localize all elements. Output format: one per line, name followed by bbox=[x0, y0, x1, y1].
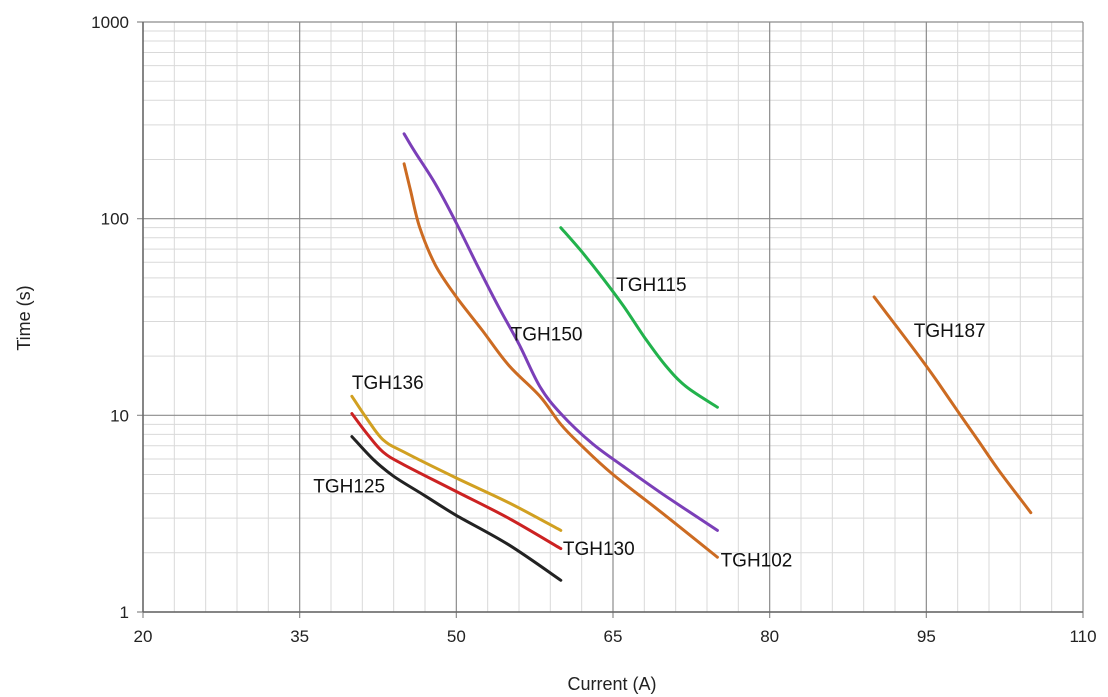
series-annotations: TGH115 TGH150 TGH187 TGH136 TGH125 TGH130 TGH1… bbox=[313, 275, 985, 572]
major-grid bbox=[137, 21, 1084, 618]
series-label-tgh187: TGH187 bbox=[914, 321, 986, 342]
x-tick-label: 95 bbox=[917, 627, 936, 646]
series-line-tgh187 bbox=[872, 295, 1033, 515]
y-tick-label: 1000 bbox=[91, 13, 129, 32]
series-label-tgh125: TGH125 bbox=[313, 477, 385, 498]
y-tick-label: 10 bbox=[110, 406, 129, 425]
x-tick-label: 110 bbox=[1069, 627, 1096, 646]
y-axis-title: Time (s) bbox=[14, 285, 34, 350]
series-line-tgh130 bbox=[350, 412, 563, 551]
series-label-tgh115: TGH115 bbox=[616, 275, 686, 296]
series-line-tgh136 bbox=[350, 394, 563, 532]
series-line-tgh125 bbox=[350, 435, 563, 582]
series-lines bbox=[350, 132, 1033, 582]
y-tick-label: 100 bbox=[101, 210, 129, 229]
series-label-tgh136: TGH136 bbox=[352, 373, 424, 394]
x-tick-label: 80 bbox=[760, 627, 779, 646]
x-tick-label: 35 bbox=[290, 627, 309, 646]
x-tick-label: 65 bbox=[604, 627, 623, 646]
y-tick-label: 1 bbox=[120, 603, 129, 622]
series-label-tgh150: TGH150 bbox=[511, 325, 583, 346]
x-tick-label: 50 bbox=[447, 627, 466, 646]
x-tick-label: 20 bbox=[134, 627, 153, 646]
series-line-tgh115 bbox=[559, 226, 719, 409]
series-line-tgh102 bbox=[402, 162, 719, 559]
series-line-tgh150 bbox=[402, 132, 719, 532]
series-label-tgh130: TGH130 bbox=[563, 539, 635, 560]
x-axis-title: Current (A) bbox=[567, 674, 656, 694]
series-label-tgh102: TGH102 bbox=[721, 551, 793, 572]
